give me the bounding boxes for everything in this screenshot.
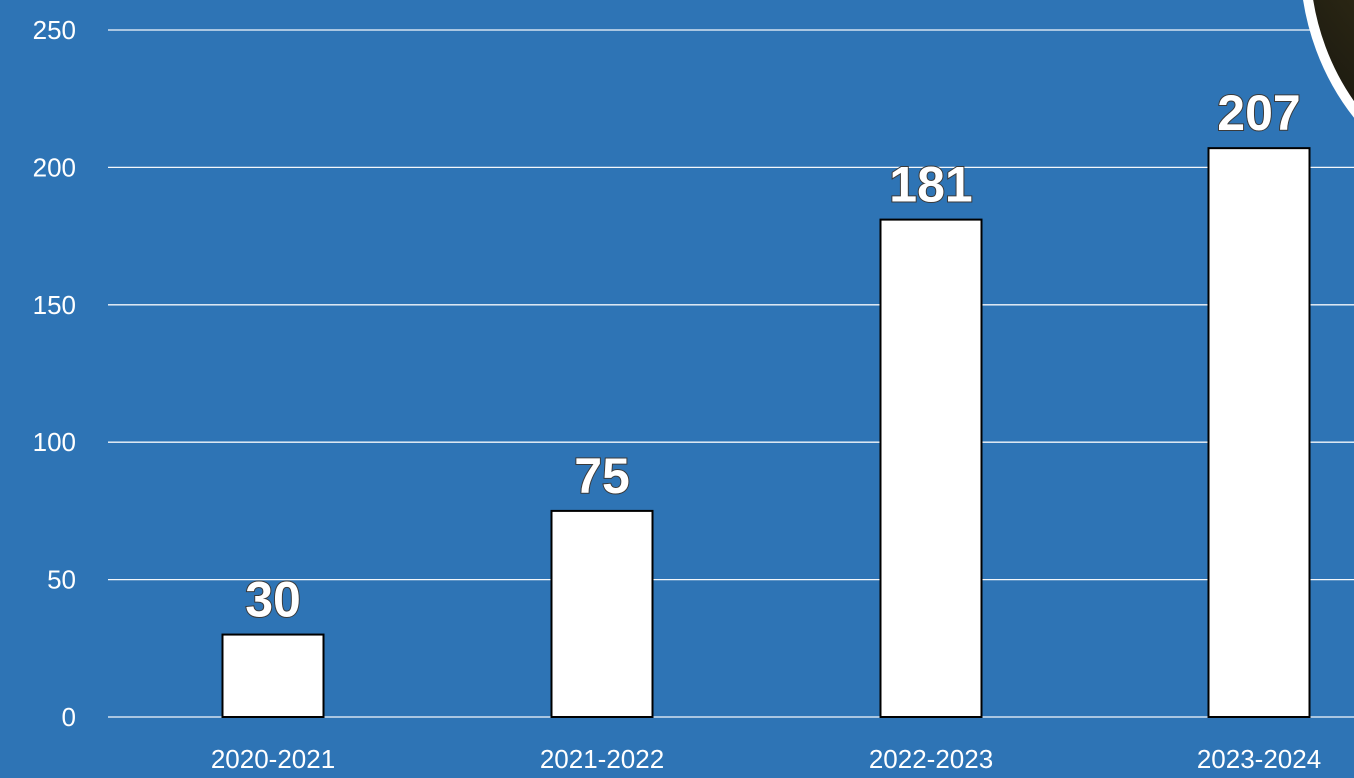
y-tick-label: 250 bbox=[33, 15, 76, 45]
bar-value-label: 30 bbox=[245, 572, 301, 628]
bar bbox=[221, 633, 325, 718]
bar-value-label: 75 bbox=[574, 448, 630, 504]
bar bbox=[550, 509, 654, 718]
data-labels: 30 75 181 207 bbox=[244, 84, 1302, 628]
bar bbox=[879, 218, 983, 718]
y-axis-tick-labels: 0 50 100 150 200 250 bbox=[33, 15, 76, 732]
x-tick-label: 2021-2022 bbox=[540, 744, 664, 774]
x-tick-label: 2022-2023 bbox=[869, 744, 993, 774]
x-axis-tick-labels: 2020-2021 2021-2022 2022-2023 2023-2024 bbox=[211, 744, 1321, 774]
bar-value-label: 181 bbox=[889, 157, 972, 213]
y-tick-label: 100 bbox=[33, 427, 76, 457]
bars bbox=[221, 147, 1311, 718]
y-tick-label: 200 bbox=[33, 152, 76, 182]
gridlines bbox=[108, 29, 1354, 718]
y-tick-label: 150 bbox=[33, 290, 76, 320]
bar bbox=[1207, 147, 1311, 718]
x-tick-label: 2023-2024 bbox=[1197, 744, 1321, 774]
bar-value-label: 207 bbox=[1217, 85, 1300, 141]
y-tick-label: 0 bbox=[62, 702, 76, 732]
y-tick-label: 50 bbox=[47, 565, 76, 595]
x-tick-label: 2020-2021 bbox=[211, 744, 335, 774]
